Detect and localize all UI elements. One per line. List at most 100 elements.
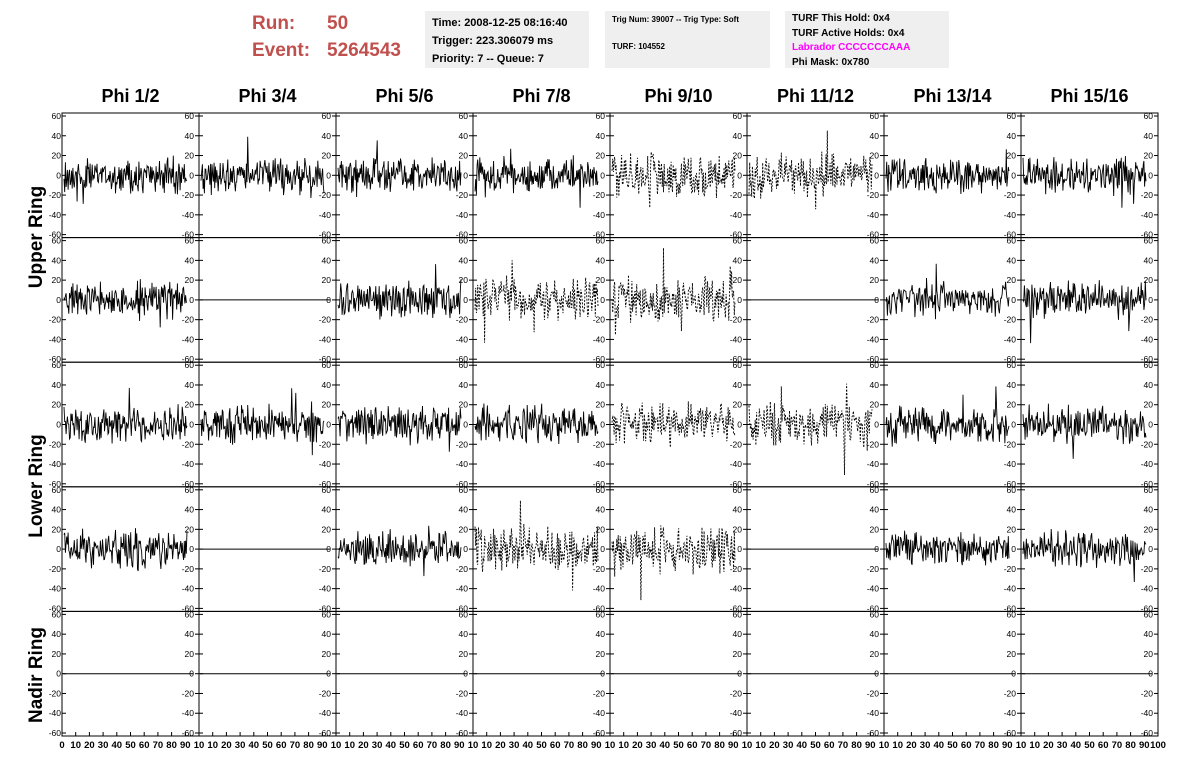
x-tick-label: 90 (591, 740, 602, 751)
y-tick-label: 0 (189, 295, 194, 305)
y-tick-label: -40 (1141, 584, 1154, 594)
y-tick-label: -40 (1004, 459, 1017, 469)
y-tick-label: 20 (459, 400, 469, 410)
y-tick-label: -40 (182, 584, 195, 594)
y-tick-label: 40 (185, 629, 195, 639)
y-tick-label: 0 (56, 295, 61, 305)
x-tick-label: 70 (427, 740, 438, 751)
waveform-panel (609, 237, 748, 363)
y-tick-label: 40 (733, 505, 743, 515)
y-tick-label: 40 (52, 131, 62, 141)
waveform-trace (748, 383, 873, 476)
y-tick-label: -60 (456, 354, 469, 364)
y-tick-label: -20 (319, 439, 332, 449)
y-tick-label: -40 (456, 210, 469, 220)
y-tick-label: 40 (185, 380, 195, 390)
y-tick-label: 40 (733, 131, 743, 141)
y-tick-label: -20 (593, 439, 606, 449)
y-tick-label: 40 (459, 255, 469, 265)
y-tick-label: -20 (730, 439, 743, 449)
x-tick-label: 20 (906, 740, 917, 751)
y-tick-label: 60 (1007, 609, 1017, 619)
y-tick-label: 20 (185, 275, 195, 285)
y-tick-label: 0 (56, 544, 61, 554)
y-tick-label: -40 (593, 708, 606, 718)
y-tick-label: -20 (1004, 564, 1017, 574)
y-tick-label: -20 (1141, 315, 1154, 325)
time-info-box: Time: 2008-12-25 08:16:40 Trigger: 223.3… (425, 11, 589, 68)
y-tick-label: -20 (867, 439, 880, 449)
waveform-trace (611, 401, 736, 448)
x-tick-label: 80 (851, 740, 862, 751)
waveform-trace (1022, 280, 1147, 344)
y-tick-label: 60 (322, 236, 332, 246)
y-tick-label: 20 (733, 151, 743, 161)
y-tick-label: 60 (870, 609, 880, 619)
y-tick-label: 40 (733, 255, 743, 265)
x-tick-label: 10 (207, 740, 218, 751)
y-tick-label: -40 (456, 708, 469, 718)
waveform-trace (200, 388, 325, 456)
run-value: 50 (327, 13, 349, 34)
y-tick-label: 40 (1007, 131, 1017, 141)
waveform-trace (1022, 155, 1147, 208)
x-tick-label: 10 (618, 740, 629, 751)
phi-header-3-4: Phi 3/4 (238, 86, 297, 106)
x-tick-label: 90 (1139, 740, 1150, 751)
turf-info-box: TURF This Hold: 0x4 TURF Active Holds: 0… (785, 11, 949, 68)
waveform-trace (611, 247, 736, 335)
y-tick-label: 20 (596, 400, 606, 410)
y-tick-label: -20 (1004, 190, 1017, 200)
y-tick-label: -20 (49, 190, 62, 200)
waveform-trace (611, 525, 736, 601)
y-tick-label: 20 (1144, 151, 1154, 161)
waveform-trace (474, 500, 599, 591)
y-tick-label: -20 (456, 564, 469, 574)
x-tick-label: 60 (276, 740, 287, 751)
y-tick-label: 60 (459, 609, 469, 619)
y-tick-label: 20 (596, 524, 606, 534)
waveform-trace (885, 386, 1010, 447)
waveform-trace (474, 148, 599, 208)
y-tick-label: -40 (182, 459, 195, 469)
y-tick-label: 40 (733, 380, 743, 390)
y-tick-label: 20 (52, 275, 62, 285)
y-tick-label: 60 (870, 111, 880, 121)
x-tick-label: 30 (235, 740, 246, 751)
x-tick-label: 90 (728, 740, 739, 751)
y-tick-label: 40 (459, 380, 469, 390)
x-tick-label: 60 (413, 740, 424, 751)
x-tick-label: 30 (920, 740, 931, 751)
y-tick-label: -40 (49, 210, 62, 220)
y-tick-label: 40 (1144, 629, 1154, 639)
y-tick-label: -20 (1004, 315, 1017, 325)
y-tick-label: 60 (52, 360, 62, 370)
y-tick-label: 60 (1144, 485, 1154, 495)
y-tick-label: -60 (49, 479, 62, 489)
y-tick-label: 20 (596, 649, 606, 659)
y-tick-label: 20 (1007, 275, 1017, 285)
y-tick-label: -40 (593, 210, 606, 220)
y-tick-label: 0 (1011, 295, 1016, 305)
y-tick-label: 20 (870, 649, 880, 659)
phi-header-9-10: Phi 9/10 (644, 86, 713, 106)
y-tick-label: 40 (459, 505, 469, 515)
y-tick-label: 60 (596, 111, 606, 121)
y-tick-label: 40 (52, 380, 62, 390)
y-tick-label: 60 (185, 236, 195, 246)
y-tick-label: 60 (52, 236, 62, 246)
y-tick-label: 20 (733, 524, 743, 534)
y-tick-label: 60 (322, 609, 332, 619)
y-tick-label: 40 (1144, 380, 1154, 390)
y-tick-label: 40 (870, 629, 880, 639)
y-tick-label: 0 (874, 420, 879, 430)
y-tick-label: 0 (189, 544, 194, 554)
y-tick-label: -60 (1141, 479, 1154, 489)
y-tick-label: 20 (870, 524, 880, 534)
x-tick-label: 80 (440, 740, 451, 751)
y-tick-label: -40 (1141, 459, 1154, 469)
y-tick-label: 60 (52, 111, 62, 121)
x-tick-label: 10 (879, 740, 890, 751)
y-tick-label: -40 (730, 584, 743, 594)
